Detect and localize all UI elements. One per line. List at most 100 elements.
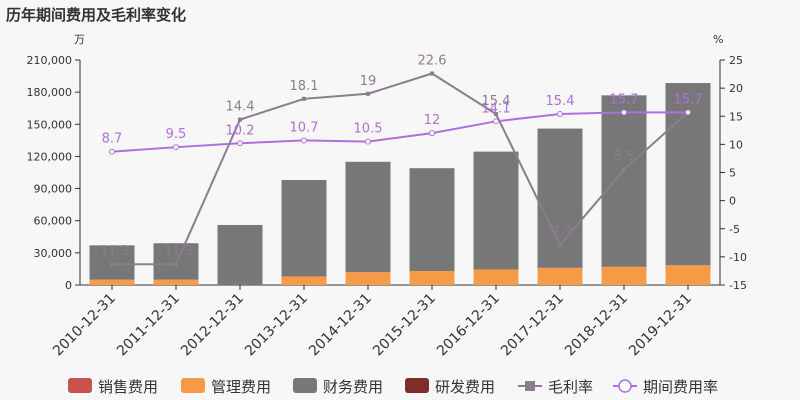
x-tick-label: 2017-12-31 xyxy=(498,291,567,360)
data-label-毛利率: 18.1 xyxy=(290,79,319,94)
point-期间费用率 xyxy=(429,130,435,137)
legend: 销售费用 管理费用 财务费用 研发费用 毛利率 期间费用率 xyxy=(68,378,718,396)
bar-财务费用 xyxy=(153,243,199,280)
legend-swatch xyxy=(68,378,92,393)
bar-管理费用 xyxy=(153,279,199,285)
line-毛利率 xyxy=(112,72,689,266)
point-期间费用率 xyxy=(237,140,243,147)
legend-swatch xyxy=(405,378,429,393)
point-期间费用率 xyxy=(173,144,179,151)
right-axis-unit: % xyxy=(713,33,723,46)
legend-label: 研发费用 xyxy=(435,378,495,396)
left-axis-unit: 万 xyxy=(74,33,85,46)
x-tick-label: 2016-12-31 xyxy=(434,291,503,360)
lines-group xyxy=(109,71,691,267)
line-期间费用率 xyxy=(111,111,688,153)
legend-swatch xyxy=(181,378,205,393)
data-label-毛利率: 14.4 xyxy=(226,100,255,115)
data-label-期间费用率: 12 xyxy=(424,113,441,128)
legend-label: 毛利率 xyxy=(548,378,593,396)
bars-group xyxy=(89,83,711,285)
right-tick-label: -15 xyxy=(729,279,747,292)
point-毛利率 xyxy=(622,167,626,172)
bar-管理费用 xyxy=(665,265,711,285)
data-label-毛利率: 22.6 xyxy=(418,54,447,69)
bar-管理费用 xyxy=(345,272,391,285)
bar-财务费用 xyxy=(281,180,327,277)
left-tick-label: 180,000 xyxy=(27,86,73,99)
labels-group: -11.3 -11.3 14.4 18.1 19 22.6 15.4 -7.9 5.5 15.7 8… xyxy=(95,54,702,260)
data-label-期间费用率: 10.7 xyxy=(290,120,319,135)
data-label-毛利率: 15.7 xyxy=(674,92,703,107)
bar-财务费用 xyxy=(601,95,647,267)
right-tick-label: 5 xyxy=(729,167,736,180)
chart-title: 历年期间费用及毛利率变化 xyxy=(6,6,186,24)
x-tick-label: 2011-12-31 xyxy=(114,291,183,360)
bar-管理费用 xyxy=(281,276,327,285)
data-label-期间费用率: 10.5 xyxy=(354,122,383,137)
x-tick-label: 2010-12-31 xyxy=(50,291,119,360)
legend-swatch xyxy=(293,378,317,393)
right-tick-label: 20 xyxy=(729,82,743,95)
legend-marker xyxy=(525,381,535,391)
x-tick-label: 2019-12-31 xyxy=(626,291,695,360)
point-毛利率 xyxy=(110,262,114,267)
point-毛利率 xyxy=(238,117,242,122)
x-tick-label: 2013-12-31 xyxy=(242,291,311,360)
point-毛利率 xyxy=(174,262,178,267)
right-tick-label: 25 xyxy=(729,54,743,67)
left-tick-label: 30,000 xyxy=(34,247,73,260)
left-tick-label: 90,000 xyxy=(34,183,73,196)
data-label-毛利率: 15.4 xyxy=(482,94,511,109)
point-期间费用率 xyxy=(301,137,307,144)
bar-财务费用 xyxy=(217,225,263,285)
data-label-毛利率: -7.9 xyxy=(547,225,572,240)
right-tick-label: 15 xyxy=(729,110,743,123)
data-label-毛利率: -11.3 xyxy=(95,244,129,259)
point-毛利率 xyxy=(366,91,370,96)
point-期间费用率 xyxy=(493,118,499,125)
point-期间费用率 xyxy=(109,148,115,155)
data-label-期间费用率: 14.1 xyxy=(482,101,511,116)
right-tick-label: -5 xyxy=(729,223,740,236)
right-tick-label: 0 xyxy=(729,195,736,208)
data-label-毛利率: -11.3 xyxy=(159,244,193,259)
point-期间费用率 xyxy=(621,109,627,116)
x-tick-label: 2012-12-31 xyxy=(178,291,247,360)
x-tick-label: 2015-12-31 xyxy=(370,291,439,360)
bar-财务费用 xyxy=(473,151,519,270)
point-期间费用率 xyxy=(557,111,563,117)
point-毛利率 xyxy=(558,243,562,248)
bar-管理费用 xyxy=(473,269,519,285)
legend-label: 销售费用 xyxy=(98,378,158,396)
data-label-期间费用率: 15.7 xyxy=(610,92,639,107)
point-毛利率 xyxy=(430,71,434,76)
point-期间费用率 xyxy=(685,109,691,116)
point-毛利率 xyxy=(302,96,306,101)
legend-label: 期间费用率 xyxy=(643,378,718,396)
data-label-毛利率: 19 xyxy=(360,74,377,89)
left-tick-label: 0 xyxy=(65,279,72,292)
right-tick-label: 10 xyxy=(729,138,743,151)
right-tick-label: -10 xyxy=(729,251,747,264)
point-期间费用率 xyxy=(365,138,371,145)
left-tick-label: 60,000 xyxy=(34,215,73,228)
bar-管理费用 xyxy=(409,271,455,285)
data-label-毛利率: 5.5 xyxy=(614,150,635,165)
data-label-期间费用率: 9.5 xyxy=(166,127,187,142)
data-label-期间费用率: 15.4 xyxy=(546,94,575,109)
bar-管理费用 xyxy=(89,279,135,285)
left-tick-label: 120,000 xyxy=(27,150,73,163)
legend-marker xyxy=(618,379,632,393)
x-tick-label: 2018-12-31 xyxy=(562,291,631,360)
bar-财务费用 xyxy=(409,168,455,272)
data-label-期间费用率: 10.2 xyxy=(226,123,255,138)
data-label-期间费用率: 15.7 xyxy=(674,92,703,107)
point-毛利率 xyxy=(494,112,498,116)
legend-label: 财务费用 xyxy=(323,378,383,396)
left-tick-label: 210,000 xyxy=(27,54,73,67)
data-label-期间费用率: 8.7 xyxy=(102,132,123,147)
left-tick-label: 150,000 xyxy=(27,118,73,131)
